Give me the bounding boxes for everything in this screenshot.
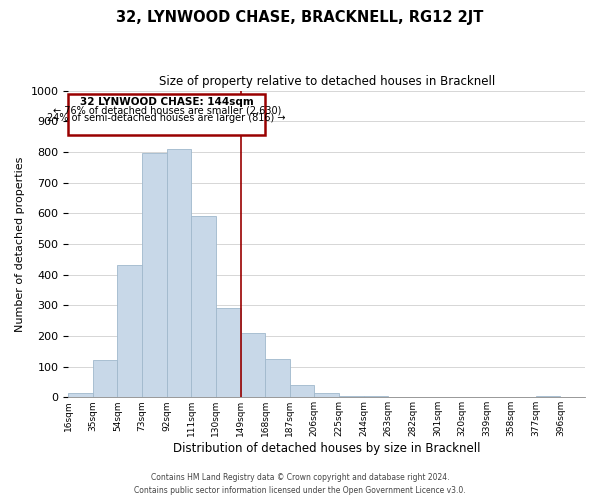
Text: 24% of semi-detached houses are larger (816) →: 24% of semi-detached houses are larger (…	[47, 113, 286, 123]
Bar	[265, 359, 290, 398]
Bar	[142, 154, 167, 398]
Text: 32 LYNWOOD CHASE: 144sqm: 32 LYNWOOD CHASE: 144sqm	[80, 96, 254, 106]
X-axis label: Distribution of detached houses by size in Bracknell: Distribution of detached houses by size …	[173, 442, 481, 455]
Text: Contains HM Land Registry data © Crown copyright and database right 2024.
Contai: Contains HM Land Registry data © Crown c…	[134, 474, 466, 495]
Y-axis label: Number of detached properties: Number of detached properties	[15, 156, 25, 332]
Text: ← 76% of detached houses are smaller (2,630): ← 76% of detached houses are smaller (2,…	[53, 105, 281, 115]
Title: Size of property relative to detached houses in Bracknell: Size of property relative to detached ho…	[158, 75, 495, 88]
Bar	[167, 149, 191, 398]
Bar	[339, 396, 364, 398]
Bar	[241, 333, 265, 398]
Bar	[68, 392, 93, 398]
Text: 32, LYNWOOD CHASE, BRACKNELL, RG12 2JT: 32, LYNWOOD CHASE, BRACKNELL, RG12 2JT	[116, 10, 484, 25]
Bar	[364, 396, 388, 398]
Bar	[388, 396, 413, 398]
FancyBboxPatch shape	[68, 94, 265, 135]
Bar	[191, 216, 216, 398]
Bar	[216, 308, 241, 398]
Bar	[314, 392, 339, 398]
Bar	[118, 266, 142, 398]
Bar	[290, 385, 314, 398]
Bar	[93, 360, 118, 398]
Bar	[536, 396, 560, 398]
